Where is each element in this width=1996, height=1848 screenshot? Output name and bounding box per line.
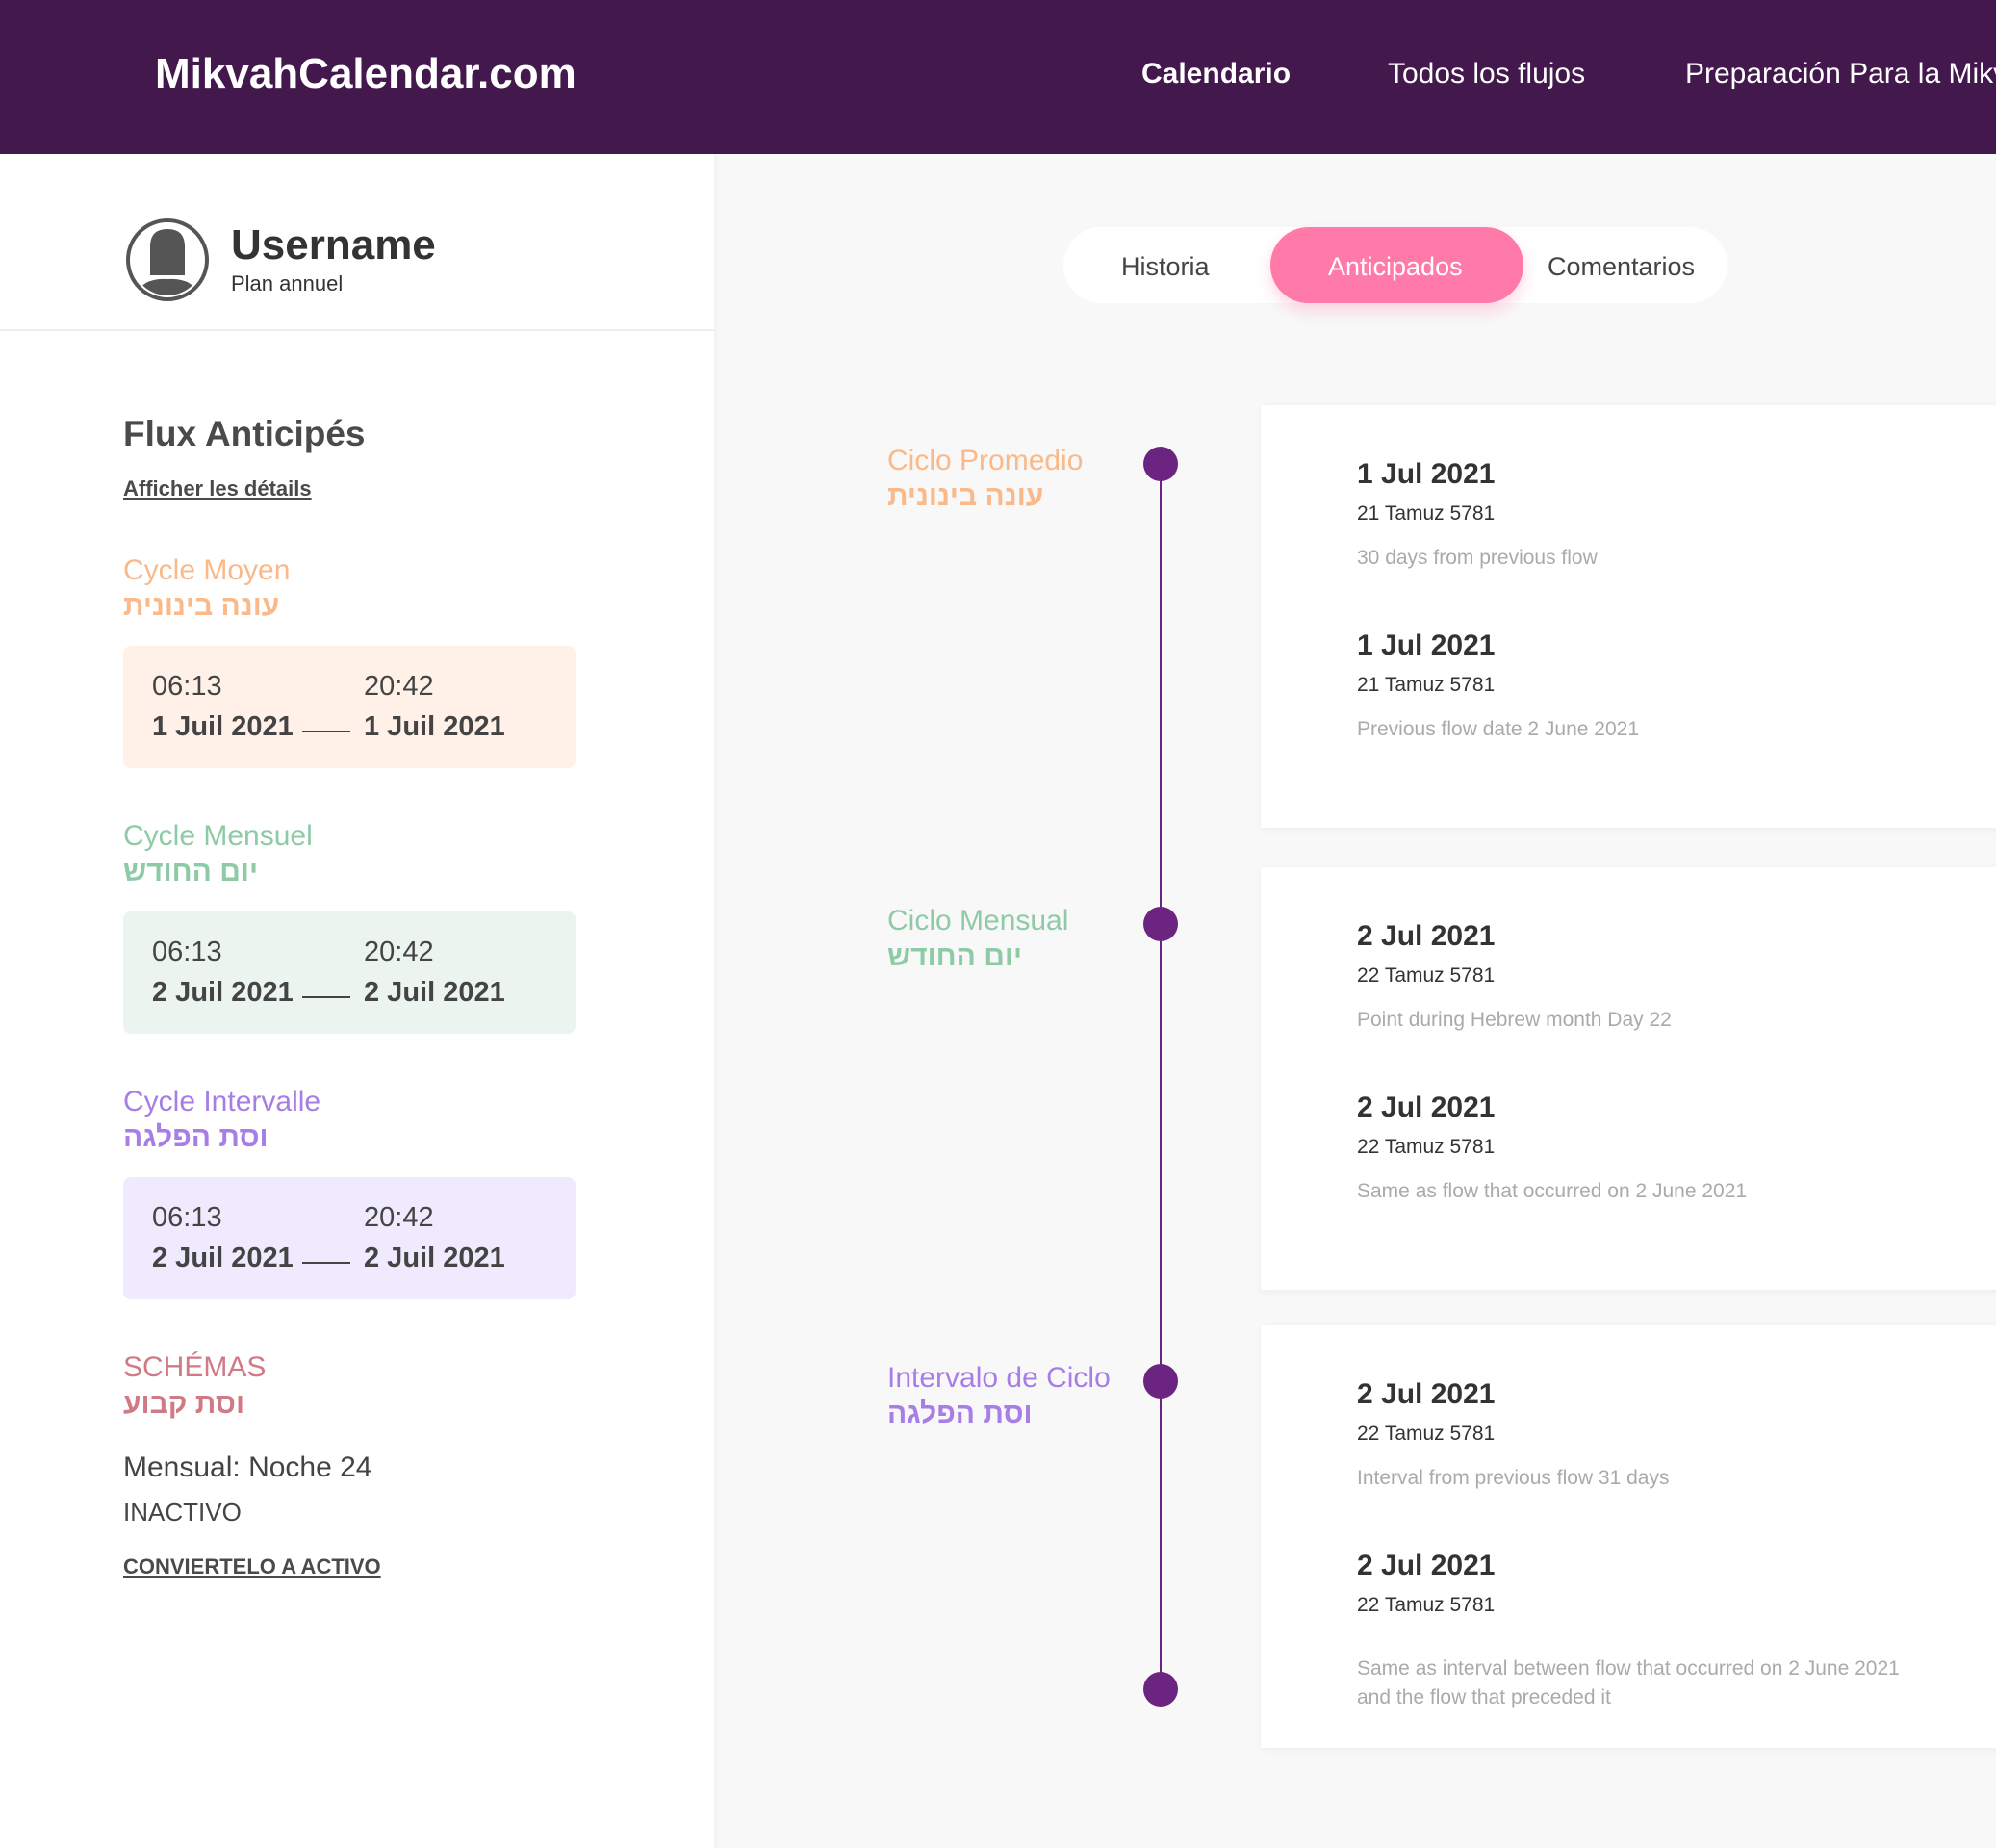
- entry-date: 2 Jul 2021: [1357, 1091, 1496, 1123]
- end-date: 1 Juil 2021: [364, 711, 505, 742]
- cycle-name: Cycle Moyen: [123, 554, 291, 586]
- end-date: 2 Juil 2021: [364, 1243, 505, 1273]
- timeline-line: [1160, 464, 1162, 1689]
- start-date: 1 Juil 2021: [152, 711, 294, 742]
- entry-hebrew-date: 22 Tamuz 5781: [1357, 964, 1496, 987]
- range-dash: [302, 996, 350, 998]
- prediction-card: [1261, 1325, 1996, 1748]
- entry-date: 2 Jul 2021: [1357, 1550, 1496, 1581]
- end-time: 20:42: [364, 1202, 434, 1233]
- entry-hebrew-date: 22 Tamuz 5781: [1357, 1423, 1496, 1445]
- start-date: 2 Juil 2021: [152, 1243, 294, 1273]
- username: Username: [231, 221, 436, 269]
- range-dash: [302, 1262, 350, 1264]
- patterns-title: SCHÉMAS: [123, 1351, 267, 1383]
- entry-hebrew-date: 21 Tamuz 5781: [1357, 674, 1496, 696]
- entry-note: 30 days from previous flow: [1357, 547, 1598, 569]
- end-time: 20:42: [364, 937, 434, 967]
- show-details-link[interactable]: Afficher les détails: [123, 476, 312, 500]
- timeline-hebrew: עונה בינונית: [887, 480, 1044, 512]
- end-date: 2 Juil 2021: [364, 977, 505, 1008]
- range-dash: [302, 731, 350, 732]
- entry-date: 1 Jul 2021: [1357, 458, 1496, 490]
- timeline-dot: [1143, 1364, 1178, 1399]
- cycle-range-box: 06:13 20:42 1 Juil 2021 1 Juil 2021: [123, 646, 576, 768]
- timeline-hebrew: וסת הפלגה: [887, 1398, 1033, 1429]
- start-time: 06:13: [152, 937, 222, 967]
- entry-note: Same as interval between flow that occur…: [1357, 1657, 1900, 1680]
- tab-comentarios[interactable]: Comentarios: [1548, 252, 1696, 281]
- site-logo[interactable]: MikvahCalendar.com: [155, 50, 576, 97]
- pattern-status: INACTIVO: [123, 1498, 242, 1527]
- entry-hebrew-date: 22 Tamuz 5781: [1357, 1136, 1496, 1158]
- patterns-hebrew: וסת קבוע: [123, 1388, 244, 1420]
- nav-calendario[interactable]: Calendario: [1141, 58, 1292, 90]
- start-time: 06:13: [152, 1202, 222, 1233]
- start-time: 06:13: [152, 671, 222, 702]
- entry-date: 2 Jul 2021: [1357, 1378, 1496, 1410]
- activate-link[interactable]: CONVIERTELO A ACTIVO: [123, 1554, 381, 1578]
- entry-date: 2 Jul 2021: [1357, 920, 1496, 952]
- entry-note-2: and the flow that preceded it: [1357, 1686, 1611, 1708]
- plan-label: Plan annuel: [231, 271, 344, 295]
- tab-historia[interactable]: Historia: [1121, 252, 1210, 281]
- entry-date: 1 Jul 2021: [1357, 629, 1496, 661]
- divider: [0, 329, 714, 331]
- cycle-name: Cycle Intervalle: [123, 1086, 321, 1117]
- entry-note: Same as flow that occurred on 2 June 202…: [1357, 1180, 1748, 1202]
- entry-hebrew-date: 22 Tamuz 5781: [1357, 1594, 1496, 1616]
- pattern-value: Mensual: Noche 24: [123, 1451, 372, 1483]
- cycle-hebrew: וסת הפלגה: [123, 1121, 269, 1153]
- cycle-name: Cycle Mensuel: [123, 820, 313, 852]
- sidebar-title: Flux Anticipés: [123, 414, 366, 453]
- top-header: MikvahCalendar.com Calendario Todos los …: [0, 0, 1996, 154]
- timeline-label: Intervalo de Ciclo: [887, 1362, 1111, 1394]
- active-tab-indicator: [1270, 227, 1523, 303]
- timeline-hebrew: יום החודש: [887, 940, 1022, 972]
- timeline-label: Ciclo Mensual: [887, 905, 1069, 937]
- prediction-card: [1261, 405, 1996, 828]
- entry-note: Previous flow date 2 June 2021: [1357, 718, 1640, 740]
- cycle-range-box: 06:13 20:42 2 Juil 2021 2 Juil 2021: [123, 911, 576, 1034]
- timeline-label: Ciclo Promedio: [887, 445, 1084, 476]
- cycle-hebrew: יום החודש: [123, 856, 258, 887]
- cycle-range-box: 06:13 20:42 2 Juil 2021 2 Juil 2021: [123, 1177, 576, 1299]
- end-time: 20:42: [364, 671, 434, 702]
- cycle-hebrew: עונה בינונית: [123, 590, 280, 622]
- timeline-dot-end: [1143, 1672, 1178, 1707]
- entry-note: Point during Hebrew month Day 22: [1357, 1009, 1672, 1031]
- timeline-dot: [1143, 447, 1178, 481]
- nav-todos-los-flujos[interactable]: Todos los flujos: [1388, 58, 1586, 90]
- avatar-icon: [126, 218, 209, 301]
- nav-preparacion[interactable]: Preparación Para la Mikv: [1685, 58, 1996, 90]
- tab-anticipados[interactable]: Anticipados: [1328, 252, 1463, 281]
- prediction-card: [1261, 867, 1996, 1290]
- entry-note: Interval from previous flow 31 days: [1357, 1467, 1670, 1489]
- start-date: 2 Juil 2021: [152, 977, 294, 1008]
- timeline-dot: [1143, 907, 1178, 941]
- entry-hebrew-date: 21 Tamuz 5781: [1357, 502, 1496, 525]
